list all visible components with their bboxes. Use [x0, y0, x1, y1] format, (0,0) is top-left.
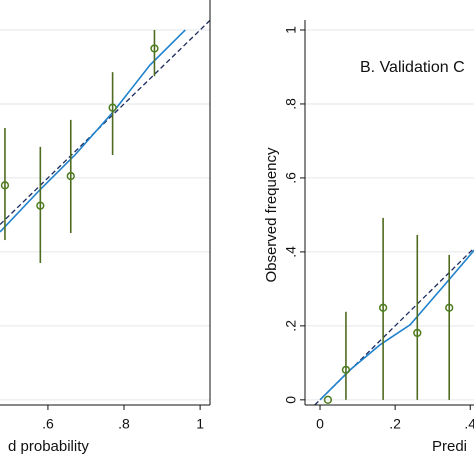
point	[108, 103, 117, 112]
point	[341, 365, 351, 375]
x-axis-label: d probability	[8, 438, 89, 455]
x-tick-label: 0	[316, 416, 324, 432]
y-tick-label: .4	[283, 246, 299, 258]
y-tick-label: 1	[283, 26, 299, 34]
y-tick-label: .2	[283, 320, 299, 332]
smooth-line	[319, 249, 474, 401]
y-tick-label: .8	[283, 98, 299, 110]
point	[445, 303, 454, 312]
y-tick-label: .6	[283, 172, 299, 184]
x-tick-label: .2	[389, 416, 401, 432]
point	[378, 303, 388, 312]
x-axis-label: Predi	[432, 438, 467, 455]
x-tick-label: .4	[464, 416, 474, 432]
chart-title: B. Validation C	[360, 59, 465, 76]
reference-line	[0, 20, 210, 225]
x-tick-label: .8	[118, 416, 130, 432]
point	[413, 328, 422, 338]
y-axis-label: Observed frequency	[263, 147, 280, 283]
point	[323, 395, 333, 404]
point	[36, 201, 45, 210]
smooth-line	[0, 29, 186, 233]
y-tick-label: 0	[283, 396, 299, 404]
point	[66, 171, 75, 181]
x-tick-label: 1	[196, 416, 204, 432]
reference-line	[314, 247, 474, 405]
plot-area	[305, 29, 474, 405]
x-tick-label: .6	[42, 416, 54, 432]
plot-area	[0, 20, 210, 401]
point	[0, 181, 10, 190]
point	[150, 44, 159, 53]
